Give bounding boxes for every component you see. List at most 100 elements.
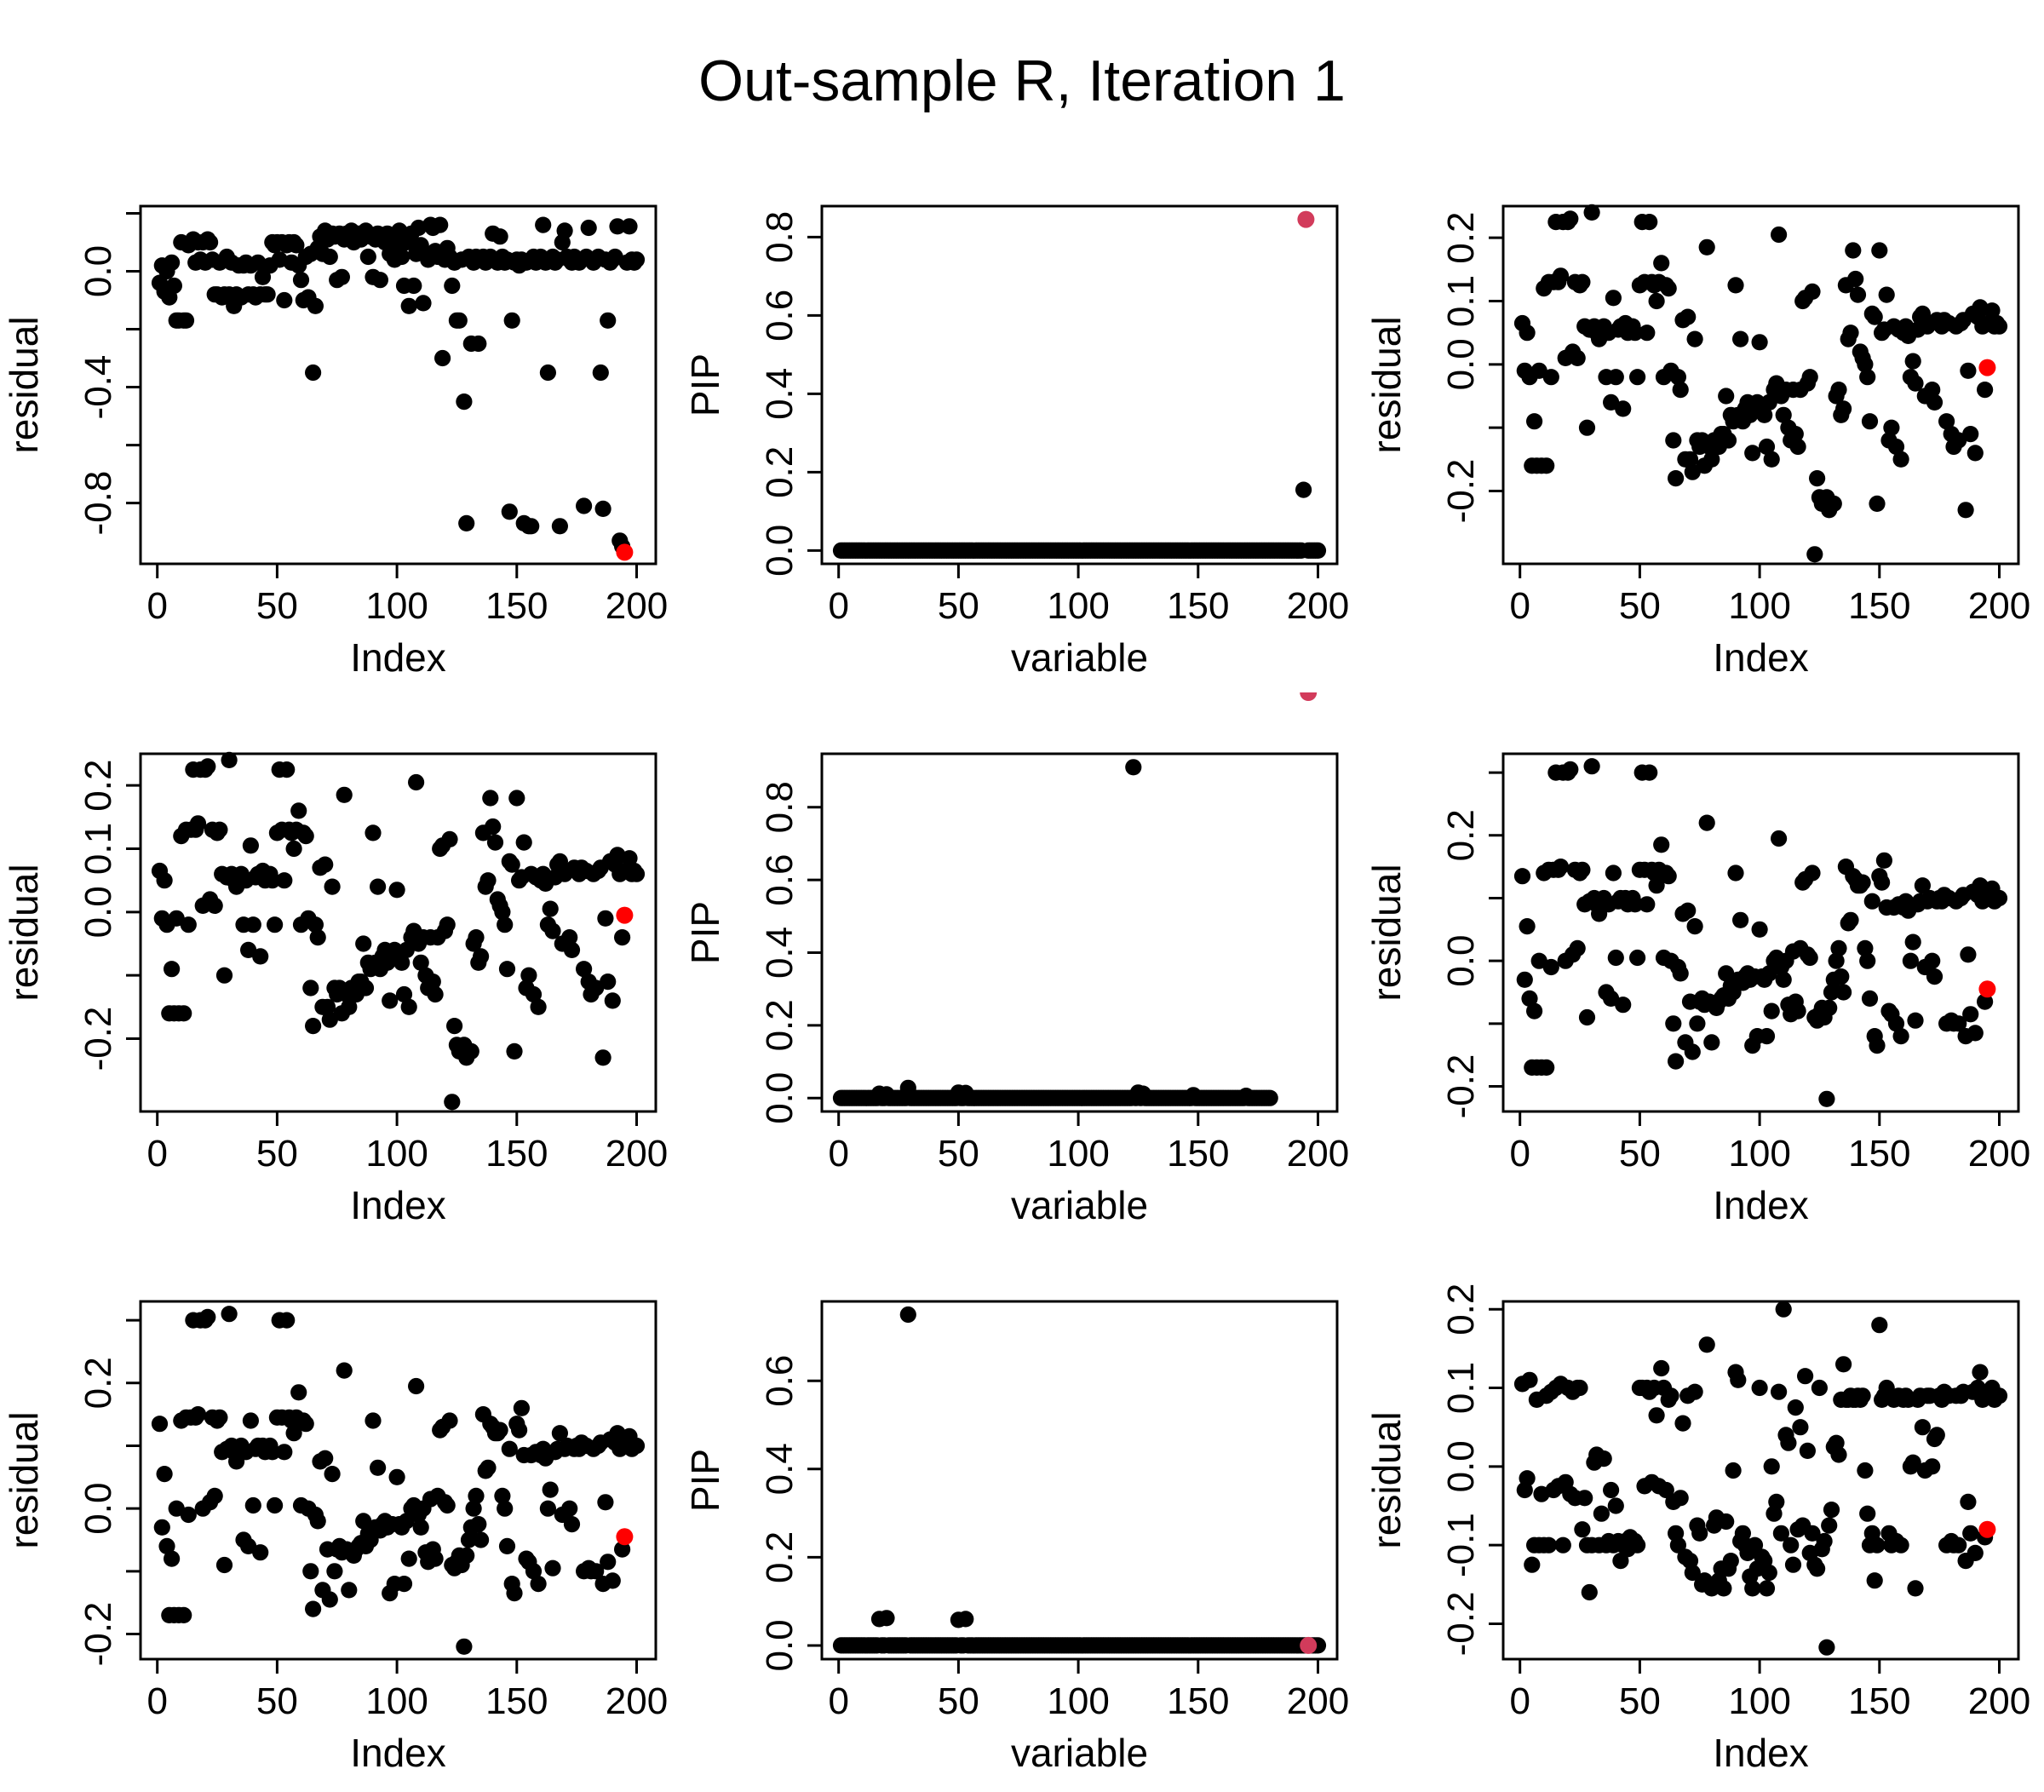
data-point [244, 1496, 261, 1514]
data-point [1892, 1536, 1909, 1554]
y-axis-title: residual [2, 316, 46, 453]
y-tick-label: 0.0 [78, 886, 119, 938]
data-point [1804, 1525, 1821, 1542]
data-point [1823, 984, 1840, 1001]
data-point [609, 218, 626, 235]
data-point [561, 1500, 578, 1517]
data-point [1715, 1580, 1732, 1597]
data-point [530, 1576, 547, 1593]
data-point [1904, 353, 1921, 370]
data-point [498, 961, 516, 978]
data-point [494, 1487, 511, 1504]
data-point [491, 1422, 508, 1439]
data-point [370, 1459, 387, 1476]
y-tick-label: -0.2 [78, 1602, 119, 1667]
data-point [290, 802, 307, 819]
y-tick-label: 0.4 [759, 927, 801, 979]
data-point [215, 1556, 233, 1574]
data-point [486, 834, 504, 851]
x-axis-title: Index [1713, 1731, 1809, 1775]
points [832, 481, 1327, 559]
data-point [1804, 864, 1821, 882]
data-point [556, 222, 573, 239]
data-point [1648, 877, 1665, 894]
x-tick-label: 150 [485, 585, 548, 627]
data-point [156, 1466, 173, 1483]
data-point [501, 503, 518, 520]
data-point [1809, 470, 1826, 487]
data-point [1771, 226, 1788, 244]
data-point [1730, 1371, 1747, 1388]
x-tick-label: 0 [828, 1133, 848, 1175]
data-point [468, 929, 485, 946]
x-tick-label: 100 [1047, 585, 1109, 627]
points [151, 216, 646, 555]
plot-frame [1501, 1300, 2020, 1661]
data-point [580, 219, 597, 237]
data-point [1902, 952, 1919, 969]
data-point [513, 1399, 531, 1416]
data-point [1878, 1379, 1895, 1397]
data-point [321, 1591, 338, 1608]
data-point [1775, 971, 1792, 988]
data-point [491, 228, 508, 245]
data-point [1703, 451, 1720, 468]
data-point [511, 1422, 528, 1439]
data-point [276, 1444, 293, 1461]
subplot-r2c3: 0 50 100 150 200 Index 0.2 0.0 -0.2 residual [1363, 692, 2044, 1240]
data-point [525, 985, 543, 1003]
data-point [305, 1018, 322, 1035]
data-point [1648, 292, 1665, 310]
data-point [267, 916, 284, 933]
subplot-r3c2: 0 50 100 150 200 variable 0.0 0.2 0.4 0.6 PIP [681, 1240, 1363, 1788]
data-point [1574, 861, 1591, 878]
x-axis: 0 50 100 150 200 [1509, 564, 2030, 627]
data-point [276, 291, 293, 309]
y-axis: 0.0 0.2 0.4 0.6 0.8 [759, 781, 822, 1124]
data-point [1990, 1387, 2008, 1404]
data-point [473, 948, 490, 965]
y-axis-title: residual [1364, 864, 1409, 1001]
data-point [1698, 1336, 1715, 1353]
data-point [1760, 965, 1777, 982]
points [151, 751, 646, 1111]
page-title: Out-sample R, Iteration 1 [698, 49, 1346, 113]
y-tick-label: -0.2 [1440, 459, 1482, 524]
data-point [470, 1516, 487, 1533]
data-point [221, 751, 238, 768]
subplot-r2c1: 0 50 100 150 200 Index 0.2 0.1 0.0 -0.2 residual [0, 692, 681, 1240]
data-point [317, 856, 334, 873]
data-point [600, 1554, 617, 1571]
data-point [479, 872, 497, 889]
x-axis: 0 50 100 150 200 [146, 1111, 668, 1175]
data-point [1861, 413, 1879, 430]
data-point [1519, 325, 1536, 342]
x-axis-title: Index [350, 1731, 446, 1775]
data-point [1914, 877, 1931, 894]
data-point [1722, 1553, 1739, 1570]
data-point [1806, 546, 1823, 563]
y-tick-label: 0.2 [1440, 212, 1482, 264]
data-point [1607, 949, 1624, 967]
data-point [336, 786, 353, 803]
data-point [1924, 952, 1941, 969]
data-point [1857, 356, 1874, 373]
highlight-point [1978, 1520, 1996, 1538]
data-point [1641, 764, 1658, 781]
data-point [1607, 369, 1624, 386]
data-point [1615, 400, 1632, 417]
data-point [1804, 283, 1821, 300]
data-point [1542, 958, 1559, 976]
data-point [1892, 1028, 1909, 1045]
data-point [614, 929, 631, 946]
data-point [1783, 1536, 1800, 1554]
data-point [523, 518, 540, 535]
points [832, 759, 1278, 1106]
data-point [1859, 1505, 1876, 1522]
data-point [1540, 1536, 1558, 1554]
data-point [1668, 470, 1685, 487]
data-point [1629, 369, 1646, 386]
data-point [1732, 911, 1749, 928]
x-axis-title: Index [1713, 635, 1809, 680]
data-point [444, 1094, 461, 1111]
